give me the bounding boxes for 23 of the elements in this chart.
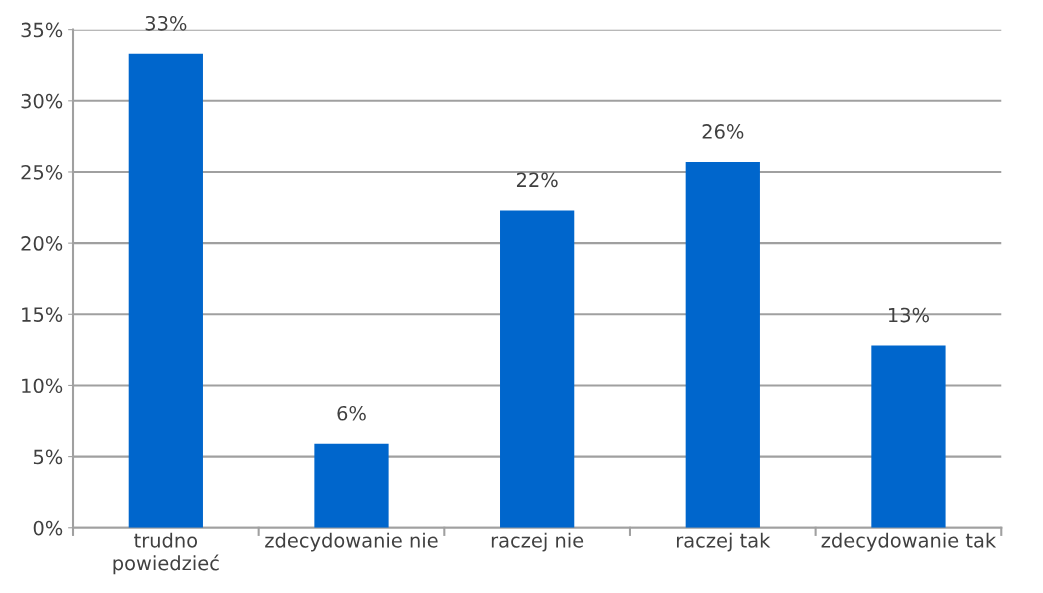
x-tick-label: zdecydowanie tak (821, 532, 997, 552)
x-tick-label: zdecydowanie nie (265, 532, 438, 552)
data-label: 22% (516, 172, 558, 188)
data-label: 33% (145, 15, 187, 31)
y-tick-label: 15% (22, 307, 63, 322)
y-tick-label: 0% (33, 520, 63, 536)
bar (685, 162, 760, 528)
y-tick-label: 35% (21, 22, 63, 38)
bar (128, 53, 203, 528)
data-label: 26% (702, 124, 744, 139)
y-tick-label: 10% (22, 378, 63, 394)
bar (314, 443, 389, 528)
x-tick-label: raczej nie (491, 532, 584, 552)
x-tick-label: trudno powiedzieć (113, 532, 219, 575)
y-tick-label: 5% (33, 449, 63, 465)
data-label: 6% (337, 405, 366, 421)
x-tick-label: raczej tak (676, 532, 771, 552)
bar (871, 345, 946, 528)
data-label: 13% (888, 307, 929, 323)
bar (500, 210, 575, 528)
y-tick-label: 25% (21, 164, 63, 180)
y-tick-label: 30% (21, 93, 63, 109)
y-tick-label: 20% (21, 236, 63, 251)
